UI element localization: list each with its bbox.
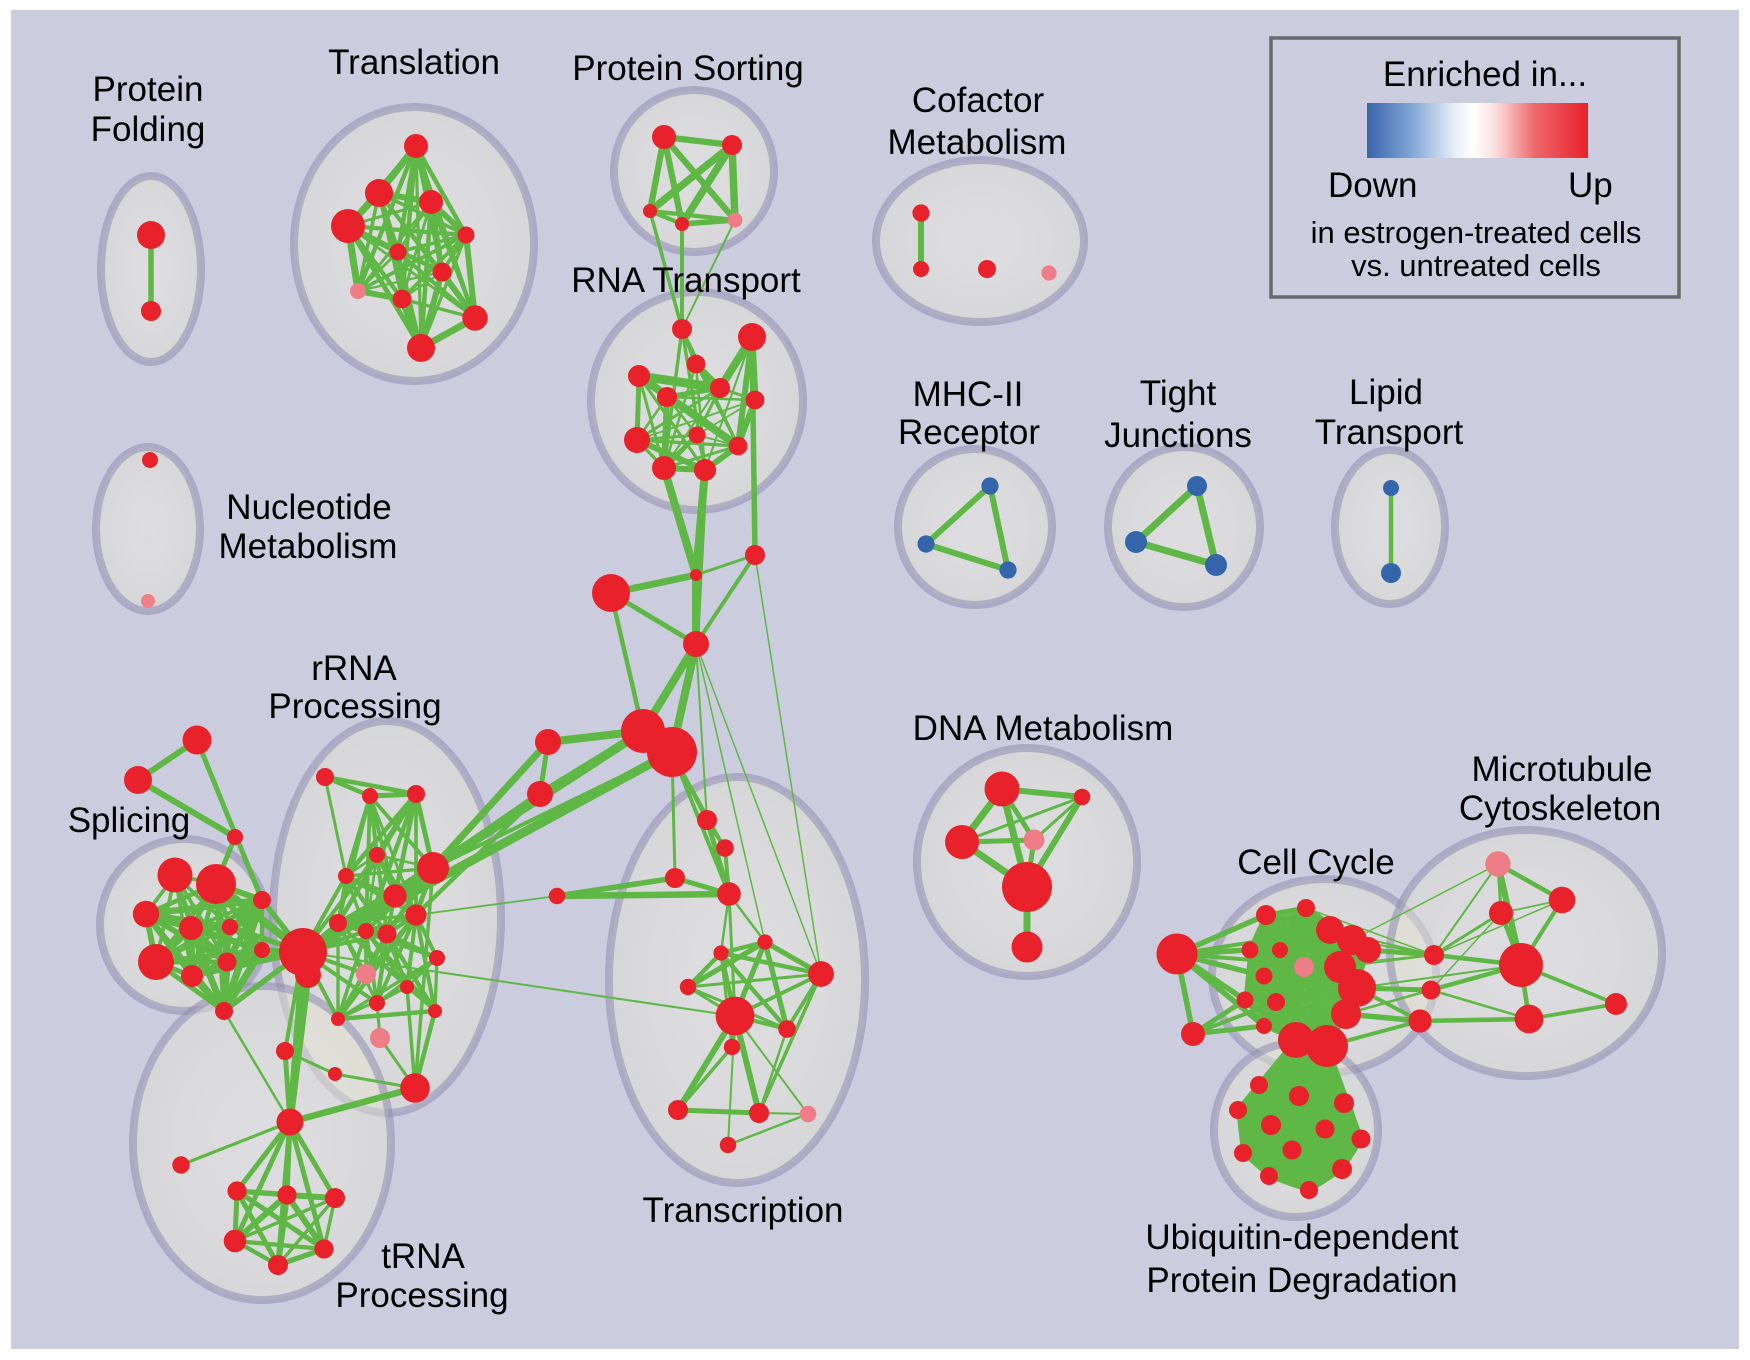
svg-text:Enriched in...: Enriched in... [1383, 55, 1587, 94]
svg-text:RNA Transport: RNA Transport [571, 261, 801, 300]
svg-text:Processing: Processing [335, 1276, 508, 1315]
svg-text:Metabolism: Metabolism [888, 123, 1067, 162]
svg-text:tRNA: tRNA [381, 1237, 465, 1276]
svg-text:Up: Up [1568, 166, 1613, 205]
svg-text:Junctions: Junctions [1104, 416, 1252, 455]
svg-text:Microtubule: Microtubule [1472, 750, 1653, 789]
svg-text:Folding: Folding [91, 110, 206, 149]
svg-text:in estrogen-treated cells: in estrogen-treated cells [1311, 215, 1642, 250]
svg-text:Cofactor: Cofactor [912, 81, 1045, 120]
svg-text:Transport: Transport [1315, 413, 1464, 452]
svg-text:Ubiquitin-dependent: Ubiquitin-dependent [1145, 1218, 1459, 1257]
svg-text:Protein: Protein [93, 70, 204, 109]
svg-text:rRNA: rRNA [311, 649, 397, 688]
svg-text:Down: Down [1328, 166, 1417, 205]
svg-text:vs. untreated cells: vs. untreated cells [1351, 248, 1601, 283]
svg-text:Processing: Processing [268, 687, 441, 726]
svg-text:Metabolism: Metabolism [219, 527, 398, 566]
svg-text:DNA Metabolism: DNA Metabolism [913, 709, 1174, 748]
svg-text:Nucleotide: Nucleotide [226, 488, 391, 527]
svg-text:Receptor: Receptor [898, 413, 1040, 452]
svg-text:Cytoskeleton: Cytoskeleton [1459, 789, 1661, 828]
svg-text:Tight: Tight [1140, 374, 1217, 413]
svg-text:Splicing: Splicing [68, 801, 191, 840]
svg-text:Protein Sorting: Protein Sorting [572, 49, 804, 88]
svg-text:MHC-II: MHC-II [913, 375, 1024, 414]
svg-text:Translation: Translation [328, 43, 500, 82]
svg-text:Protein Degradation: Protein Degradation [1146, 1261, 1457, 1300]
svg-text:Lipid: Lipid [1349, 373, 1423, 412]
svg-text:Transcription: Transcription [643, 1191, 844, 1230]
svg-text:Cell Cycle: Cell Cycle [1237, 843, 1395, 882]
